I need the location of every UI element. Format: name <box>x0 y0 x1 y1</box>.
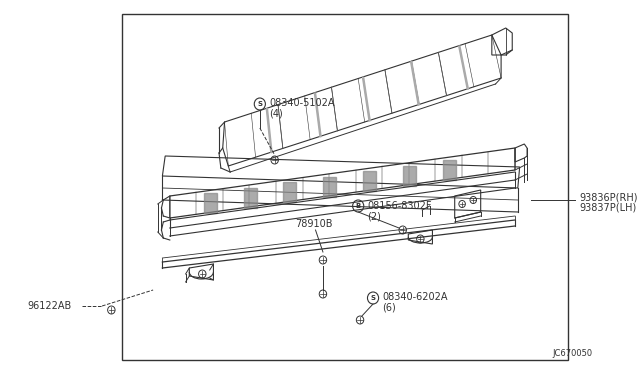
Text: JC670050: JC670050 <box>552 349 592 358</box>
Text: 96122AB: 96122AB <box>28 301 72 311</box>
Polygon shape <box>411 62 419 105</box>
Polygon shape <box>266 109 272 153</box>
Text: 93836P(RH): 93836P(RH) <box>579 192 637 202</box>
Polygon shape <box>204 193 217 213</box>
Bar <box>122 14 568 360</box>
Polygon shape <box>314 93 321 137</box>
Text: (6): (6) <box>382 302 396 312</box>
Polygon shape <box>362 77 370 121</box>
Text: B: B <box>356 203 361 209</box>
Text: S: S <box>371 295 376 301</box>
Polygon shape <box>363 171 376 191</box>
Polygon shape <box>323 177 336 197</box>
Polygon shape <box>244 188 257 208</box>
Text: 78910B: 78910B <box>295 219 333 229</box>
Text: 08156-8302F: 08156-8302F <box>367 201 432 211</box>
Polygon shape <box>284 182 296 202</box>
Text: S: S <box>257 101 262 107</box>
Text: 08340-5102A: 08340-5102A <box>269 98 335 108</box>
Text: (4): (4) <box>269 108 283 118</box>
Text: 93837P(LH): 93837P(LH) <box>579 202 636 212</box>
Polygon shape <box>403 166 416 186</box>
Text: (2): (2) <box>367 211 381 221</box>
Text: 08340-6202A: 08340-6202A <box>382 292 448 302</box>
Polygon shape <box>459 46 468 89</box>
Polygon shape <box>443 160 456 180</box>
